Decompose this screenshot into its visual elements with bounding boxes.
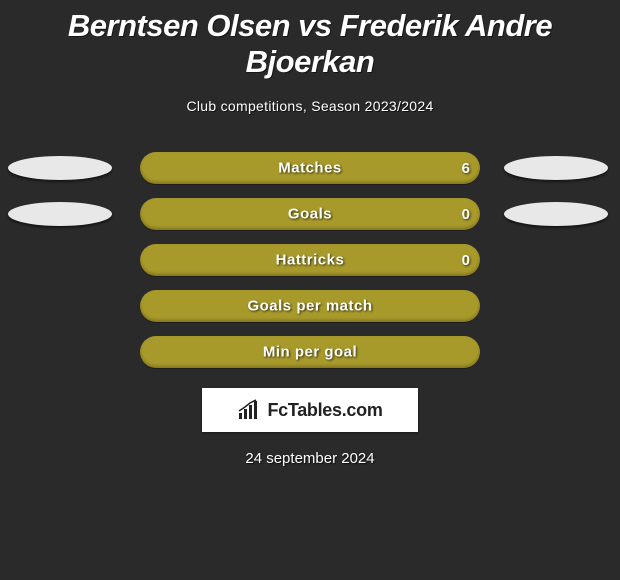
left-ellipse <box>8 156 112 180</box>
chart-icon <box>237 399 263 421</box>
page-title: Berntsen Olsen vs Frederik Andre Bjoerka… <box>0 0 620 80</box>
right-value: 0 <box>452 252 480 269</box>
right-value: 0 <box>452 206 480 223</box>
left-ellipse <box>8 202 112 226</box>
right-bar: 0 <box>140 244 480 276</box>
right-bar <box>140 336 480 368</box>
logo-text: FcTables.com <box>267 400 382 421</box>
bar-wrap: 0Hattricks <box>140 244 480 276</box>
stat-row: 6Matches <box>0 152 620 184</box>
stat-row: 0Goals <box>0 198 620 230</box>
stat-row: 0Hattricks <box>0 244 620 276</box>
bar-wrap: Min per goal <box>140 336 480 368</box>
right-value: 6 <box>452 160 480 177</box>
logo: FcTables.com <box>237 399 382 421</box>
stat-row: Min per goal <box>0 336 620 368</box>
bar-wrap: 6Matches <box>140 152 480 184</box>
right-bar: 0 <box>140 198 480 230</box>
logo-box[interactable]: FcTables.com <box>202 388 418 432</box>
subtitle: Club competitions, Season 2023/2024 <box>0 98 620 114</box>
right-ellipse <box>504 156 608 180</box>
stat-row: Goals per match <box>0 290 620 322</box>
stat-rows: 6Matches 0Goals 0Hattricks Goals per match M… <box>0 152 620 368</box>
right-ellipse <box>504 202 608 226</box>
date-label: 24 september 2024 <box>0 450 620 467</box>
comparison-infographic: Berntsen Olsen vs Frederik Andre Bjoerka… <box>0 0 620 580</box>
bar-wrap: Goals per match <box>140 290 480 322</box>
bar-wrap: 0Goals <box>140 198 480 230</box>
right-bar: 6 <box>140 152 480 184</box>
right-bar <box>140 290 480 322</box>
